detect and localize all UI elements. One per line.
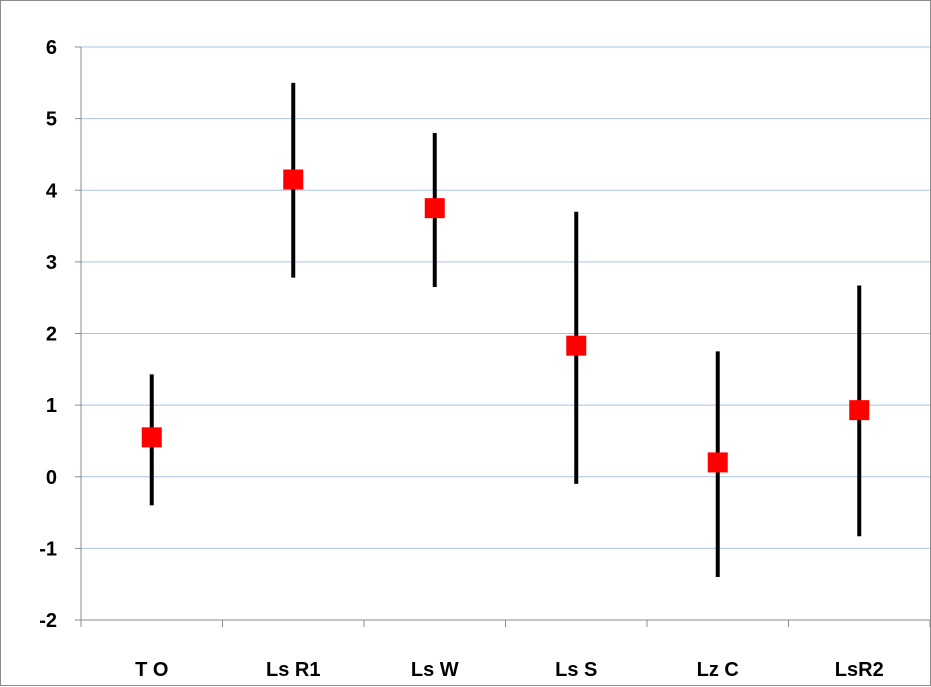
data-point-marker — [707, 452, 728, 473]
y-tick-label: -2 — [39, 610, 57, 632]
data-point-marker — [849, 400, 870, 421]
x-tick-label: Ls W — [411, 659, 459, 681]
x-tick-label: T O — [135, 659, 168, 681]
y-tick-label: 5 — [46, 109, 57, 131]
gridlines — [81, 46, 930, 549]
y-tick-label: 2 — [46, 324, 57, 346]
data-point-marker — [141, 427, 162, 448]
x-tick-label: LsR2 — [835, 659, 884, 681]
x-tick-label: Ls S — [555, 659, 597, 681]
y-tick-label: -1 — [39, 538, 57, 560]
x-tick-label: Lz C — [697, 659, 739, 681]
data-point-marker — [566, 335, 587, 356]
y-tick-label: 4 — [46, 180, 58, 202]
x-tick-label: Ls R1 — [266, 659, 320, 681]
data-point-marker — [283, 169, 304, 190]
y-tick-labels: -2 -1 0 1 2 3 4 5 6 — [39, 37, 58, 632]
y-tick-label: 0 — [46, 467, 57, 489]
axes — [75, 46, 931, 627]
x-tick-labels: T O Ls R1 Ls W Ls S Lz C LsR2 — [135, 659, 884, 681]
data-point-marker — [424, 198, 445, 219]
y-tick-label: 6 — [46, 37, 57, 59]
y-tick-label: 3 — [46, 252, 57, 274]
y-tick-label: 1 — [46, 395, 57, 417]
data-series — [141, 82, 870, 578]
